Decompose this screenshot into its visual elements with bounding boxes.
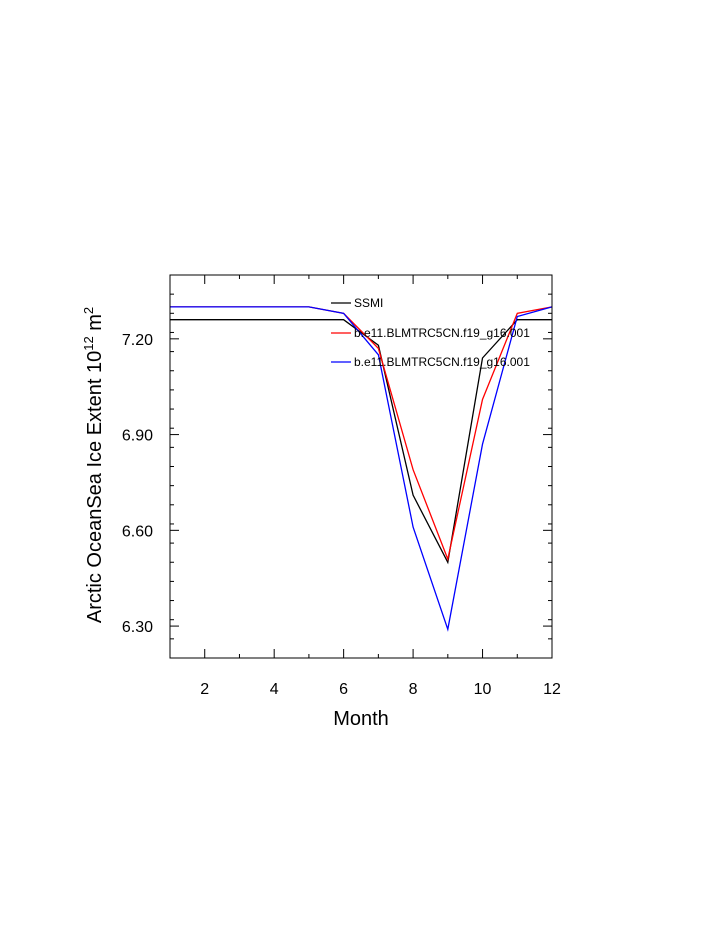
x-tick-label: 6 bbox=[339, 681, 348, 698]
x-tick-label: 10 bbox=[474, 681, 492, 698]
x-tick-label: 12 bbox=[543, 681, 561, 698]
x-tick-label: 2 bbox=[200, 681, 209, 698]
y-axis-label-main: Arctic OceanSea Ice Extent 10 bbox=[84, 351, 106, 623]
y-tick-label: 6.30 bbox=[122, 619, 153, 636]
y-axis-label-unit: m bbox=[84, 314, 106, 336]
series-line-1 bbox=[170, 319, 552, 565]
x-axis-label: Month bbox=[333, 708, 389, 730]
axis-ticks: 2 4 6 8 10 12 6.30 6.60 6.90 7.20 bbox=[122, 274, 561, 698]
y-tick-label: 7.20 bbox=[122, 332, 153, 349]
y-axis-label-unit-exp: 2 bbox=[81, 307, 96, 314]
y-axis-label-exp: 12 bbox=[81, 336, 96, 350]
y-axis-label: Arctic OceanSea Ice Extent 1012 m2 bbox=[81, 307, 106, 623]
x-tick-label: 4 bbox=[270, 681, 279, 698]
legend: SSMI b.e11.BLMTRC5CN.f19_g16.001 b.e11.BLM… bbox=[331, 296, 530, 369]
x-tick-label: 8 bbox=[409, 681, 418, 698]
legend-label-3: b.e11.BLMTRC5CN.f19_g16.001 bbox=[354, 355, 530, 369]
series-line-3 bbox=[170, 306, 553, 632]
legend-label-2: b.e11.BLMTRC5CN.f19_g16.001 bbox=[354, 326, 530, 340]
y-tick-label: 6.90 bbox=[122, 428, 153, 445]
plot-lines bbox=[170, 306, 553, 632]
y-tick-label: 6.60 bbox=[122, 523, 153, 540]
legend-label-1: SSMI bbox=[354, 296, 383, 310]
